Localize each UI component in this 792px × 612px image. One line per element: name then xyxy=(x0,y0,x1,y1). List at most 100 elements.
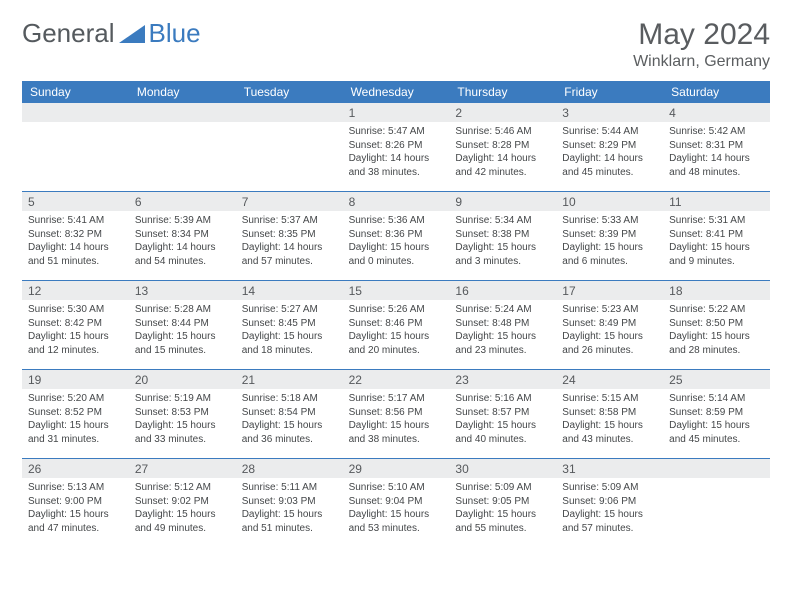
sunrise-text: Sunrise: 5:36 AM xyxy=(349,214,444,228)
page: General Blue May 2024 Winklarn, Germany … xyxy=(0,0,792,557)
day-body: Sunrise: 5:28 AMSunset: 8:44 PMDaylight:… xyxy=(129,300,236,361)
daylight-text: Daylight: 15 hours and 47 minutes. xyxy=(28,508,123,535)
day-cell: 9Sunrise: 5:34 AMSunset: 8:38 PMDaylight… xyxy=(449,192,556,280)
day-body: Sunrise: 5:31 AMSunset: 8:41 PMDaylight:… xyxy=(663,211,770,272)
day-body: Sunrise: 5:13 AMSunset: 9:00 PMDaylight:… xyxy=(22,478,129,539)
sunrise-text: Sunrise: 5:23 AM xyxy=(562,303,657,317)
day-body: Sunrise: 5:39 AMSunset: 8:34 PMDaylight:… xyxy=(129,211,236,272)
day-cell: 24Sunrise: 5:15 AMSunset: 8:58 PMDayligh… xyxy=(556,370,663,458)
day-cell xyxy=(663,459,770,547)
day-body: Sunrise: 5:46 AMSunset: 8:28 PMDaylight:… xyxy=(449,122,556,183)
day-number: 2 xyxy=(449,103,556,122)
sunset-text: Sunset: 8:38 PM xyxy=(455,228,550,242)
sunrise-text: Sunrise: 5:41 AM xyxy=(28,214,123,228)
day-number xyxy=(129,103,236,122)
day-number: 16 xyxy=(449,281,556,300)
sunset-text: Sunset: 8:44 PM xyxy=(135,317,230,331)
daylight-text: Daylight: 15 hours and 9 minutes. xyxy=(669,241,764,268)
day-number: 5 xyxy=(22,192,129,211)
daylight-text: Daylight: 15 hours and 3 minutes. xyxy=(455,241,550,268)
sunset-text: Sunset: 8:26 PM xyxy=(349,139,444,153)
day-body: Sunrise: 5:34 AMSunset: 8:38 PMDaylight:… xyxy=(449,211,556,272)
sunrise-text: Sunrise: 5:15 AM xyxy=(562,392,657,406)
day-number: 18 xyxy=(663,281,770,300)
day-number: 8 xyxy=(343,192,450,211)
day-body: Sunrise: 5:36 AMSunset: 8:36 PMDaylight:… xyxy=(343,211,450,272)
sunset-text: Sunset: 8:52 PM xyxy=(28,406,123,420)
daylight-text: Daylight: 15 hours and 36 minutes. xyxy=(242,419,337,446)
day-body: Sunrise: 5:09 AMSunset: 9:05 PMDaylight:… xyxy=(449,478,556,539)
sunrise-text: Sunrise: 5:24 AM xyxy=(455,303,550,317)
day-body: Sunrise: 5:24 AMSunset: 8:48 PMDaylight:… xyxy=(449,300,556,361)
sunset-text: Sunset: 8:35 PM xyxy=(242,228,337,242)
daylight-text: Daylight: 15 hours and 51 minutes. xyxy=(242,508,337,535)
sunrise-text: Sunrise: 5:47 AM xyxy=(349,125,444,139)
day-cell: 29Sunrise: 5:10 AMSunset: 9:04 PMDayligh… xyxy=(343,459,450,547)
sunset-text: Sunset: 8:54 PM xyxy=(242,406,337,420)
day-cell xyxy=(129,103,236,191)
month-title: May 2024 xyxy=(633,18,770,51)
daylight-text: Daylight: 14 hours and 45 minutes. xyxy=(562,152,657,179)
sunrise-text: Sunrise: 5:14 AM xyxy=(669,392,764,406)
day-number: 23 xyxy=(449,370,556,389)
day-body xyxy=(663,478,770,485)
day-number xyxy=(236,103,343,122)
daylight-text: Daylight: 15 hours and 0 minutes. xyxy=(349,241,444,268)
daylight-text: Daylight: 15 hours and 12 minutes. xyxy=(28,330,123,357)
daylight-text: Daylight: 15 hours and 18 minutes. xyxy=(242,330,337,357)
day-body: Sunrise: 5:14 AMSunset: 8:59 PMDaylight:… xyxy=(663,389,770,450)
sunrise-text: Sunrise: 5:17 AM xyxy=(349,392,444,406)
daylight-text: Daylight: 14 hours and 51 minutes. xyxy=(28,241,123,268)
day-body: Sunrise: 5:37 AMSunset: 8:35 PMDaylight:… xyxy=(236,211,343,272)
sunrise-text: Sunrise: 5:26 AM xyxy=(349,303,444,317)
daylight-text: Daylight: 15 hours and 53 minutes. xyxy=(349,508,444,535)
sunset-text: Sunset: 8:59 PM xyxy=(669,406,764,420)
day-body: Sunrise: 5:27 AMSunset: 8:45 PMDaylight:… xyxy=(236,300,343,361)
day-body: Sunrise: 5:44 AMSunset: 8:29 PMDaylight:… xyxy=(556,122,663,183)
day-body: Sunrise: 5:47 AMSunset: 8:26 PMDaylight:… xyxy=(343,122,450,183)
day-body xyxy=(129,122,236,129)
sunrise-text: Sunrise: 5:20 AM xyxy=(28,392,123,406)
week-row: 5Sunrise: 5:41 AMSunset: 8:32 PMDaylight… xyxy=(22,192,770,281)
daylight-text: Daylight: 15 hours and 40 minutes. xyxy=(455,419,550,446)
day-body: Sunrise: 5:22 AMSunset: 8:50 PMDaylight:… xyxy=(663,300,770,361)
calendar: Sunday Monday Tuesday Wednesday Thursday… xyxy=(22,81,770,547)
day-number xyxy=(22,103,129,122)
day-number: 27 xyxy=(129,459,236,478)
day-cell: 27Sunrise: 5:12 AMSunset: 9:02 PMDayligh… xyxy=(129,459,236,547)
sunset-text: Sunset: 8:45 PM xyxy=(242,317,337,331)
sunrise-text: Sunrise: 5:12 AM xyxy=(135,481,230,495)
sunset-text: Sunset: 8:28 PM xyxy=(455,139,550,153)
sunset-text: Sunset: 9:06 PM xyxy=(562,495,657,509)
weekday-saturday: Saturday xyxy=(663,81,770,103)
day-cell: 11Sunrise: 5:31 AMSunset: 8:41 PMDayligh… xyxy=(663,192,770,280)
day-cell xyxy=(236,103,343,191)
day-number: 13 xyxy=(129,281,236,300)
daylight-text: Daylight: 15 hours and 26 minutes. xyxy=(562,330,657,357)
sunrise-text: Sunrise: 5:18 AM xyxy=(242,392,337,406)
day-number: 11 xyxy=(663,192,770,211)
sunrise-text: Sunrise: 5:30 AM xyxy=(28,303,123,317)
day-cell: 3Sunrise: 5:44 AMSunset: 8:29 PMDaylight… xyxy=(556,103,663,191)
daylight-text: Daylight: 15 hours and 38 minutes. xyxy=(349,419,444,446)
sunset-text: Sunset: 9:04 PM xyxy=(349,495,444,509)
daylight-text: Daylight: 14 hours and 42 minutes. xyxy=(455,152,550,179)
day-cell: 2Sunrise: 5:46 AMSunset: 8:28 PMDaylight… xyxy=(449,103,556,191)
sunset-text: Sunset: 8:50 PM xyxy=(669,317,764,331)
sunrise-text: Sunrise: 5:34 AM xyxy=(455,214,550,228)
day-cell: 1Sunrise: 5:47 AMSunset: 8:26 PMDaylight… xyxy=(343,103,450,191)
day-body: Sunrise: 5:23 AMSunset: 8:49 PMDaylight:… xyxy=(556,300,663,361)
day-body: Sunrise: 5:09 AMSunset: 9:06 PMDaylight:… xyxy=(556,478,663,539)
logo-text-blue: Blue xyxy=(149,18,201,49)
daylight-text: Daylight: 15 hours and 33 minutes. xyxy=(135,419,230,446)
day-number: 24 xyxy=(556,370,663,389)
daylight-text: Daylight: 15 hours and 55 minutes. xyxy=(455,508,550,535)
day-number: 28 xyxy=(236,459,343,478)
day-number: 10 xyxy=(556,192,663,211)
day-cell: 31Sunrise: 5:09 AMSunset: 9:06 PMDayligh… xyxy=(556,459,663,547)
day-cell: 25Sunrise: 5:14 AMSunset: 8:59 PMDayligh… xyxy=(663,370,770,458)
logo-text-general: General xyxy=(22,18,115,49)
title-block: May 2024 Winklarn, Germany xyxy=(633,18,770,71)
daylight-text: Daylight: 15 hours and 57 minutes. xyxy=(562,508,657,535)
day-body: Sunrise: 5:17 AMSunset: 8:56 PMDaylight:… xyxy=(343,389,450,450)
